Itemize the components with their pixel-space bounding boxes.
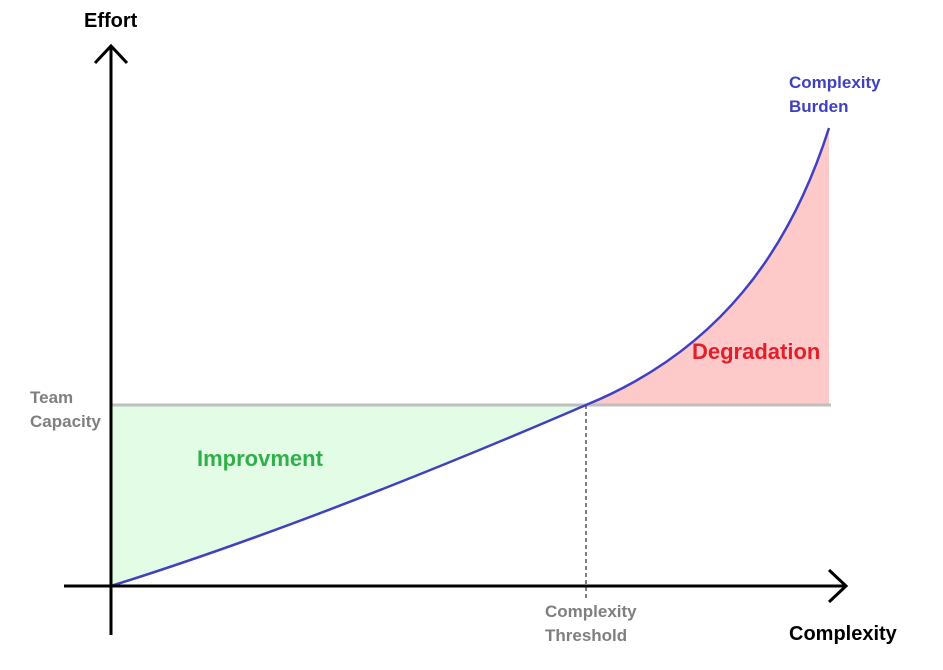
complexity-burden-curve [110, 127, 831, 588]
x-axis [64, 568, 849, 604]
degradation-label: Degradation [692, 339, 821, 364]
complexity-threshold-label-line2: Threshold [545, 626, 628, 645]
x-axis-title: Complexity [789, 623, 897, 645]
improvement-label: Improvment [197, 446, 323, 471]
complexity-threshold-label-line1: Complexity [545, 602, 637, 621]
y-axis-title: Effort [84, 10, 138, 32]
improvement-region [111, 405, 586, 586]
team-capacity-label-line2: Capacity [30, 412, 101, 431]
degradation-region [586, 128, 829, 405]
complexity-burden-label-line2: Burden [789, 97, 849, 116]
y-axis [93, 43, 129, 635]
complexity-burden-label-line1: Complexity [789, 73, 881, 92]
team-capacity-label-line1: Team [30, 388, 74, 407]
